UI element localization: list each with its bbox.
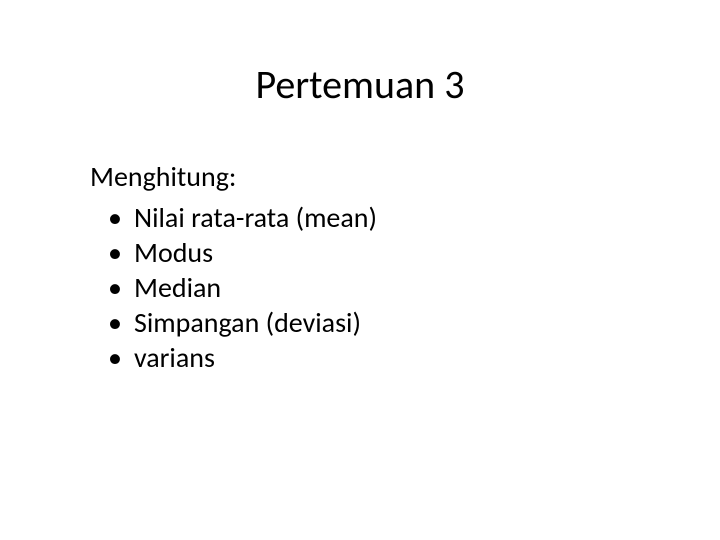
list-item: Nilai rata-rata (mean) (108, 200, 630, 235)
slide-title: Pertemuan 3 (90, 60, 630, 109)
bullet-list: Nilai rata-rata (mean) Modus Median Simp… (90, 200, 630, 375)
list-item: Modus (108, 235, 630, 270)
list-item: varians (108, 340, 630, 375)
list-item: Simpangan (deviasi) (108, 305, 630, 340)
slide-subheading: Menghitung: (90, 159, 630, 194)
list-item: Median (108, 270, 630, 305)
slide: Pertemuan 3 Menghitung: Nilai rata-rata … (0, 0, 720, 540)
